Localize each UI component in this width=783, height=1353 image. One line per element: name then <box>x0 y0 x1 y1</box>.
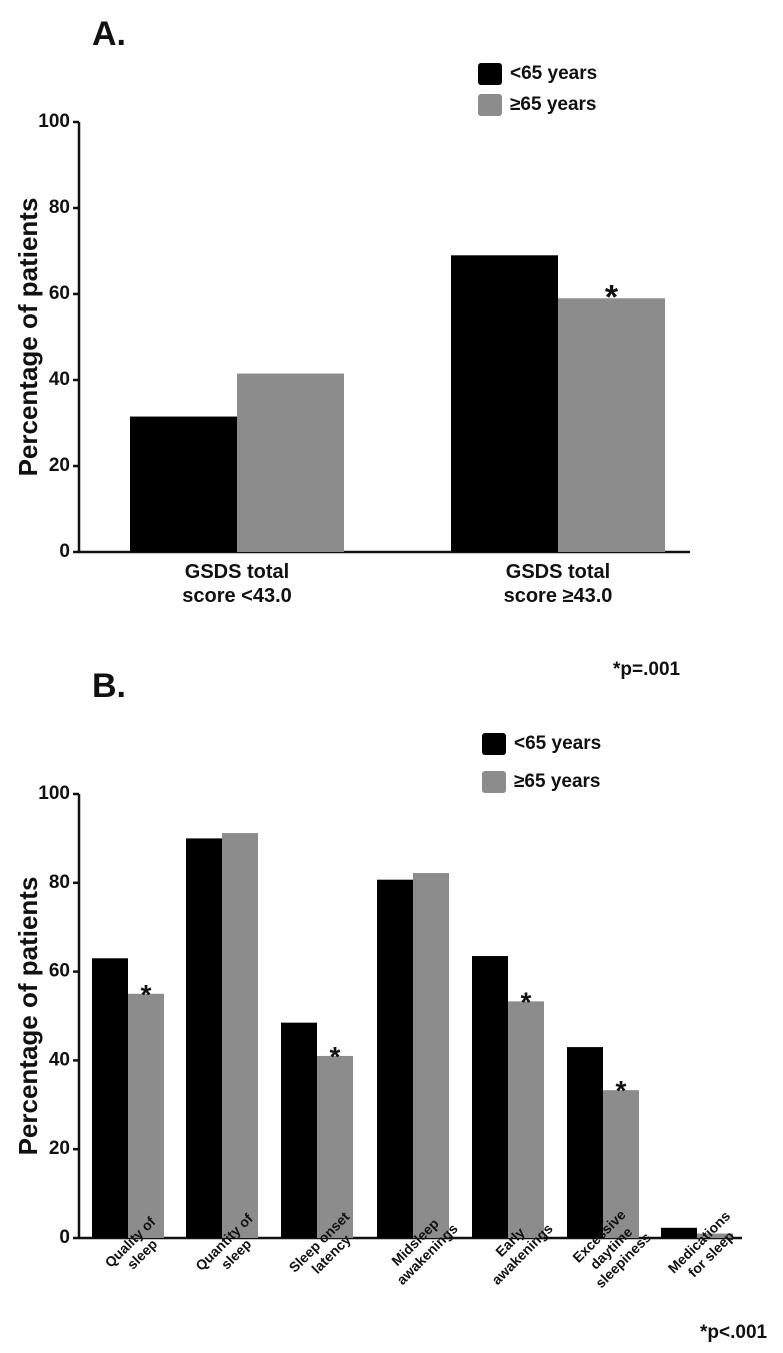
significance-note: *p=.001 <box>613 659 681 680</box>
y-tick-label: 20 <box>49 455 70 476</box>
significance-star: * <box>605 278 619 316</box>
y-tick-label: 100 <box>38 783 70 804</box>
legend-swatch <box>482 733 506 755</box>
category-label-line: score <43.0 <box>182 585 292 607</box>
y-tick-label: 0 <box>59 1227 70 1248</box>
bar-65-and-over <box>222 833 258 1238</box>
bar-65-and-over <box>317 1055 353 1238</box>
significance-note: *p<.001 <box>700 1322 768 1343</box>
y-axis-label: Percentage of patients <box>13 877 43 1156</box>
bar-under-65 <box>472 956 508 1238</box>
legend-label: ≥65 years <box>514 771 601 792</box>
y-tick-label: 60 <box>49 961 70 982</box>
legend-swatch <box>478 63 502 85</box>
y-tick-label: 40 <box>49 1049 70 1070</box>
y-axis-label: Percentage of patients <box>13 198 43 477</box>
legend-label: <65 years <box>514 733 601 754</box>
significance-star: * <box>330 1041 341 1072</box>
legend-label: <65 years <box>510 63 597 84</box>
bar-65-and-over <box>558 298 665 552</box>
bar-65-and-over <box>128 993 164 1238</box>
y-tick-label: 80 <box>49 197 70 218</box>
bar-under-65 <box>281 1022 317 1238</box>
bar-65-and-over <box>508 1001 544 1238</box>
category-label-line: GSDS total <box>185 561 289 583</box>
y-tick-label: 40 <box>49 369 70 390</box>
bar-under-65 <box>130 416 237 552</box>
y-tick-label: 20 <box>49 1138 70 1159</box>
category-label: GSDS total score ≥43.0 <box>504 561 613 607</box>
legend-swatch <box>478 94 502 116</box>
chart-panel-b: B. 0 20 40 60 80 100 Percentage of patients * * * *… <box>13 667 768 1343</box>
panel-label: B. <box>92 667 126 705</box>
category-label: Medicationsfor sleep <box>665 1208 746 1289</box>
bar-under-65 <box>186 838 222 1238</box>
bar-under-65 <box>661 1227 697 1238</box>
category-label: GSDS total score <43.0 <box>182 561 292 607</box>
y-tick-label: 80 <box>49 872 70 893</box>
bar-under-65 <box>451 255 558 553</box>
chart-panel-a: A. 0 20 40 60 80 100 Percentage of patients * GSD… <box>13 15 690 680</box>
bar-under-65 <box>92 958 128 1238</box>
panel-label: A. <box>92 15 126 53</box>
significance-star: * <box>521 986 532 1017</box>
category-label-line: score ≥43.0 <box>504 585 613 607</box>
bar-65-and-over <box>697 1233 733 1238</box>
bar-65-and-over <box>237 373 344 552</box>
legend-label: ≥65 years <box>510 94 597 115</box>
bar-65-and-over <box>413 873 449 1238</box>
significance-star: * <box>616 1075 627 1106</box>
y-tick-label: 0 <box>59 541 70 562</box>
y-tick-label: 60 <box>49 283 70 304</box>
bar-under-65 <box>567 1047 603 1238</box>
y-tick-label: 100 <box>38 111 70 132</box>
category-label-line: GSDS total <box>506 561 610 583</box>
significance-star: * <box>141 979 152 1010</box>
bar-65-and-over <box>603 1090 639 1238</box>
legend-swatch <box>482 771 506 793</box>
bar-under-65 <box>377 879 413 1238</box>
